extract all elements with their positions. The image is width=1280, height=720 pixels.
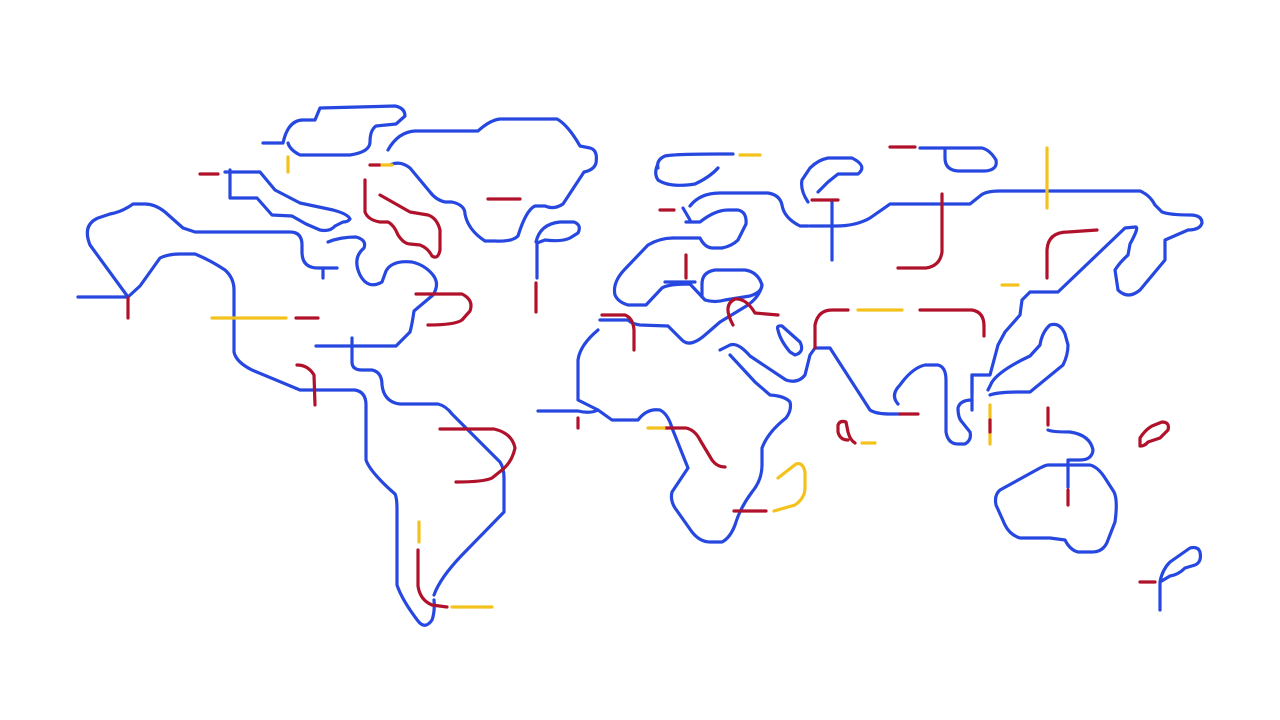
- greenland-line: [386, 117, 598, 243]
- baffin-line: [261, 104, 407, 157]
- europe: [598, 152, 810, 352]
- alaska-coast-line: [76, 252, 436, 627]
- baltic-line: [671, 191, 810, 250]
- patagonia-line: [417, 520, 494, 609]
- scandinavia-line: [654, 152, 735, 187]
- hudson-line: [314, 235, 439, 348]
- africa: [536, 328, 807, 544]
- central-america-line: [350, 336, 506, 597]
- mediterranean-line: [600, 253, 780, 352]
- africa-coastline: [576, 328, 793, 544]
- arctic-islands-line: [918, 146, 998, 173]
- asia: [718, 145, 1204, 446]
- kamchatka-marker: [1000, 146, 1049, 287]
- atlantic-marker-5: [126, 172, 320, 407]
- central-asia-line: [813, 308, 986, 350]
- north-america: [76, 104, 598, 627]
- new-zealand-line: [1158, 545, 1203, 612]
- siberia-marker-line: [888, 145, 944, 270]
- north-america-coastline: [85, 202, 339, 299]
- oceania: [993, 406, 1203, 612]
- brazil-line: [438, 427, 517, 484]
- south-america: [416, 427, 517, 609]
- andes-line: [416, 548, 449, 609]
- east-africa-line: [663, 426, 768, 513]
- atlantic-marker-2: [368, 163, 522, 327]
- labrador-line: [534, 220, 581, 280]
- western-europe-line: [612, 236, 764, 307]
- pacific-marker: [1138, 420, 1170, 584]
- arabia-line: [718, 342, 902, 416]
- novaya-zemlya-line: [800, 156, 864, 262]
- madagascar-line: [646, 426, 807, 513]
- indian-ocean-marker: [836, 419, 857, 445]
- southeast-asia-line: [986, 322, 1070, 397]
- canada-islands-line: [223, 168, 352, 233]
- atlantic-marker-1: [363, 178, 442, 259]
- atlantic-markers: [126, 155, 538, 407]
- atlantic-marker-3: [286, 155, 394, 174]
- new-guinea-line: [1046, 428, 1095, 489]
- caspian-line: [775, 324, 804, 357]
- kamchatka-line: [1045, 228, 1099, 280]
- australia-marker: [1046, 406, 1070, 507]
- siberia-line: [808, 189, 1204, 412]
- india-line: [892, 363, 974, 446]
- gulf-of-guinea-line: [536, 408, 600, 414]
- australia-coastline: [993, 463, 1118, 554]
